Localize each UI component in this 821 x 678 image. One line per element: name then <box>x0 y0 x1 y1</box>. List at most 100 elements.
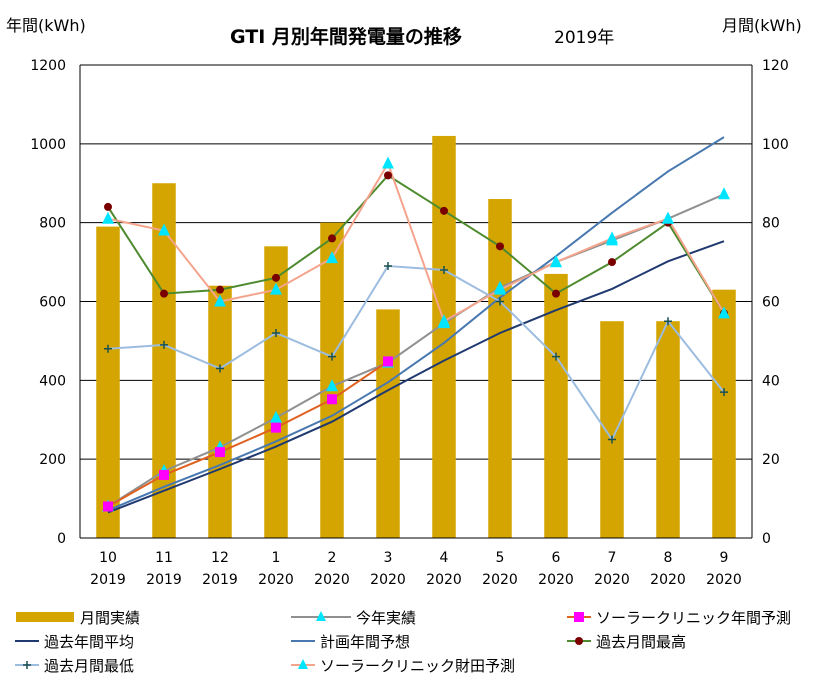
triangle-marker <box>102 211 114 224</box>
plus-marker <box>384 262 392 271</box>
legend-swatch-line <box>15 640 39 642</box>
series-line <box>107 136 725 512</box>
triangle-marker <box>326 251 338 264</box>
bar <box>264 246 288 539</box>
left-tick-label: 200 <box>39 452 66 468</box>
bar <box>656 321 680 538</box>
x-tick-label-month: 8 <box>664 550 673 566</box>
legend-swatch-line <box>567 637 591 645</box>
triangle-marker <box>326 379 338 392</box>
bar <box>600 321 624 538</box>
plus-marker <box>496 297 504 306</box>
chart-area: GTI 月別年間発電量の推移 2019年 年間(kWh) 月間(kWh) 020… <box>6 16 802 588</box>
left-tick-label: 600 <box>39 295 66 311</box>
plus-marker <box>104 344 112 353</box>
plus-marker <box>328 352 336 361</box>
triangle-marker <box>270 410 282 423</box>
x-tick-label-month: 7 <box>608 550 617 566</box>
left-tick-label: 800 <box>39 216 66 232</box>
triangle-marker <box>298 659 308 669</box>
square-marker <box>327 394 337 405</box>
legend-label: 今年実績 <box>356 608 417 627</box>
left-axis-label: 年間(kWh) <box>6 16 86 35</box>
x-tick-label-year: 2020 <box>706 572 742 588</box>
right-tick-label: 80 <box>762 216 780 232</box>
right-tick-label: 120 <box>762 58 789 74</box>
bar <box>208 285 232 538</box>
plus-marker <box>664 317 672 326</box>
square-marker <box>271 422 281 433</box>
square-marker <box>383 356 393 367</box>
series-line <box>107 264 725 442</box>
legend-swatch-line <box>15 661 39 669</box>
right-tick-label: 0 <box>762 531 771 547</box>
square-marker <box>159 469 169 480</box>
chart-subtitle: 2019年 <box>554 28 614 48</box>
legend-item: 過去月間最高 <box>566 630 686 652</box>
triangle-marker <box>270 282 282 295</box>
square-marker <box>103 501 113 512</box>
plus-marker <box>216 364 224 373</box>
circle-marker <box>160 289 168 298</box>
legend-item: 今年実績 <box>290 606 416 628</box>
legend-label: 過去月間最高 <box>596 632 687 651</box>
square-marker <box>574 612 584 622</box>
circle-marker <box>384 171 392 180</box>
triangle-marker <box>158 223 170 236</box>
legend-item: ソーラークリニック財田予測 <box>290 654 515 676</box>
triangle-marker <box>718 187 730 200</box>
x-tick-label-year: 2019 <box>90 572 126 588</box>
plus-marker <box>272 329 280 338</box>
x-tick-label-month: 4 <box>440 550 449 566</box>
triangle-marker <box>316 611 326 621</box>
x-tick-label-year: 2020 <box>650 572 686 588</box>
x-tick-label-year: 2020 <box>538 572 574 588</box>
legend-label: 過去年間平均 <box>44 632 135 651</box>
circle-marker <box>104 202 112 211</box>
x-tick-label-month: 3 <box>384 550 393 566</box>
legend-item: ソーラークリニック年間予測 <box>566 606 791 628</box>
legend-item: 過去年間平均 <box>14 630 134 652</box>
axes: 0 200 400 600 800 1000 1200 0 20 40 60 80 100 120 10 20… <box>30 58 788 588</box>
triangle-marker <box>606 231 618 244</box>
circle-marker <box>608 258 616 267</box>
x-tick-label-month: 5 <box>496 550 505 566</box>
series-markers <box>102 156 730 512</box>
legend-swatch-bar <box>16 612 74 622</box>
triangle-marker <box>438 314 450 327</box>
legend-label: 月間実績 <box>80 608 141 627</box>
bar <box>488 199 512 538</box>
x-tick-label-month: 1 <box>272 550 281 566</box>
legend-label: ソーラークリニック財田予測 <box>320 656 516 675</box>
left-tick-label: 0 <box>57 531 66 547</box>
right-tick-label: 60 <box>762 295 780 311</box>
right-axis-label: 月間(kWh) <box>722 16 802 35</box>
series-line <box>107 161 725 323</box>
series-lines <box>107 136 725 514</box>
bars <box>96 135 736 539</box>
x-tick-label-year: 2020 <box>258 572 294 588</box>
legend-swatch-line <box>567 612 591 622</box>
series-line <box>107 193 725 508</box>
x-tick-label-month: 6 <box>552 550 561 566</box>
legend: 月間実績 今年実績 ソーラークリニック年間予測 過去年間平均 計画年間予想 過去… <box>0 598 821 676</box>
legend-label: 計画年間予想 <box>320 632 411 651</box>
x-tick-label-year: 2020 <box>426 572 462 588</box>
triangle-marker <box>662 211 674 224</box>
series-line <box>107 360 389 508</box>
bar <box>712 289 736 538</box>
right-tick-label: 40 <box>762 373 780 389</box>
x-tick-label-year: 2020 <box>370 572 406 588</box>
right-tick-label: 100 <box>762 137 789 153</box>
x-tick-label-year: 2019 <box>146 572 182 588</box>
square-marker <box>215 447 225 458</box>
legend-label: ソーラークリニック年間予測 <box>596 608 792 627</box>
legend-swatch-line <box>291 611 351 621</box>
circle-marker <box>575 637 583 645</box>
plus-marker <box>160 340 168 349</box>
circle-marker <box>440 206 448 215</box>
left-tick-label: 400 <box>39 373 66 389</box>
x-tick-label-year: 2020 <box>482 572 518 588</box>
plus-marker <box>440 265 448 274</box>
x-tick-label-month: 11 <box>155 550 173 566</box>
